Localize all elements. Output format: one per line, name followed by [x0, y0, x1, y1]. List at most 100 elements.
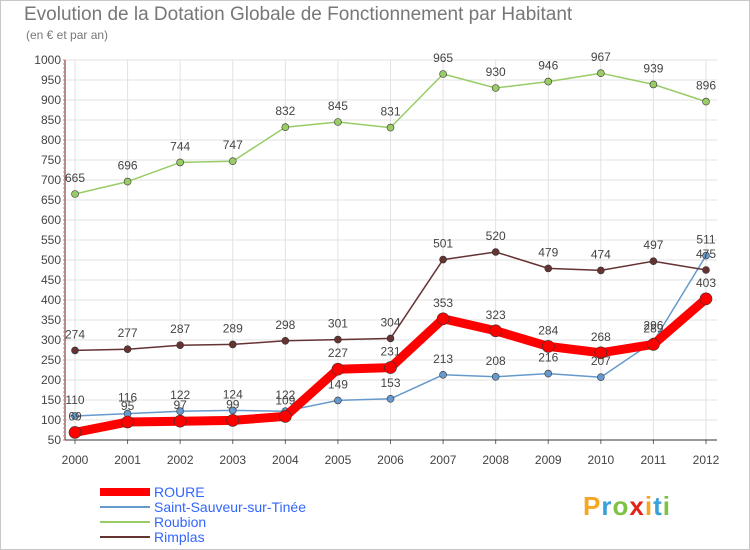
data-label-roure: 95 [121, 399, 135, 413]
legend-item-roure: ROURE [100, 484, 306, 500]
y-tick-label: 750 [41, 153, 61, 167]
x-tick-label: 2002 [167, 453, 194, 467]
data-point-roure [226, 414, 240, 427]
x-tick-label: 2010 [587, 453, 614, 467]
data-label-saint-sauveur-sur-tinee: 511 [696, 233, 715, 247]
legend: ROURE Saint-Sauveur-sur-Tinée Roubion Rimpl… [100, 484, 306, 545]
data-point-saint-sauveur-sur-tinee [544, 369, 553, 378]
data-label-roure: 403 [696, 276, 716, 290]
legend-item-roubion: Roubion [100, 513, 306, 530]
data-label-roubion: 744 [170, 139, 190, 153]
data-point-saint-sauveur-sur-tinee [176, 407, 184, 416]
data-label-saint-sauveur-sur-tinee: 153 [380, 376, 400, 390]
data-point-rimplas [386, 334, 395, 343]
data-label-saint-sauveur-sur-tinee: 208 [486, 354, 506, 368]
data-label-rimplas: 301 [328, 317, 348, 331]
data-point-rimplas [649, 257, 658, 266]
y-tick-label: 350 [41, 313, 61, 327]
data-point-roure [68, 426, 82, 439]
data-point-roure [121, 415, 134, 429]
legend-swatch [100, 535, 150, 538]
y-axis-ticks: 50 100 150 200 250 300 350 400 450 500 550 600 650 70… [34, 53, 61, 447]
data-point-saint-sauveur-sur-tinee [334, 396, 342, 405]
data-point-rimplas [334, 335, 342, 344]
data-label-rimplas: 277 [118, 326, 138, 340]
x-tick-label: 2006 [377, 453, 404, 467]
data-label-saint-sauveur-sur-tinee: 207 [591, 354, 611, 368]
data-label-rimplas: 274 [65, 327, 85, 341]
data-point-roure [699, 292, 713, 306]
y-tick-label: 600 [41, 213, 61, 227]
series-group [68, 69, 713, 439]
x-tick-label: 2000 [62, 453, 89, 467]
data-label-saint-sauveur-sur-tinee: 213 [433, 352, 453, 366]
data-point-roure [436, 312, 450, 326]
data-point-rimplas [71, 346, 79, 355]
data-label-roubion: 845 [328, 99, 348, 113]
x-axis-ticks: 2000 2001 2002 2003 2004 2005 2006 2007 2008 2009… [62, 453, 720, 467]
data-label-saint-sauveur-sur-tinee: 124 [223, 387, 243, 401]
data-point-roubion [386, 123, 395, 132]
x-tick-label: 2004 [272, 453, 299, 467]
legend-label: Roubion [154, 513, 207, 530]
y-tick-label: 1000 [34, 53, 61, 67]
data-label-saint-sauveur-sur-tinee: 110 [65, 393, 84, 407]
proxiti-logo: Proxiti [583, 491, 671, 522]
data-label-roubion: 831 [380, 105, 400, 119]
y-tick-label: 100 [41, 413, 61, 427]
data-label-rimplas: 304 [380, 315, 400, 329]
data-point-saint-sauveur-sur-tinee [439, 370, 447, 379]
y-tick-label: 950 [41, 73, 61, 87]
legend-swatch [100, 520, 150, 523]
data-labels-group: 69 95 97 99 109 227 231 353 323 284 268 289 403 110 11… [65, 50, 716, 423]
data-point-roubion [281, 123, 290, 131]
data-point-roubion [597, 69, 605, 77]
logo-letter: i [644, 491, 654, 521]
data-label-roubion: 946 [538, 59, 558, 73]
y-tick-label: 300 [41, 333, 61, 347]
data-label-roubion: 665 [65, 171, 85, 185]
data-point-saint-sauveur-sur-tinee [491, 372, 500, 381]
data-label-roure: 231 [380, 345, 400, 359]
data-point-roubion [71, 190, 79, 198]
x-tick-label: 2007 [430, 453, 457, 467]
legend-label: Rimplas [154, 528, 205, 545]
data-label-roure: 69 [68, 409, 82, 423]
data-label-roubion: 747 [223, 138, 243, 152]
data-label-roure: 289 [643, 321, 663, 335]
data-label-roure: 227 [328, 346, 348, 360]
y-tick-label: 800 [41, 133, 61, 147]
data-label-saint-sauveur-sur-tinee: 296 [643, 319, 663, 333]
data-label-saint-sauveur-sur-tinee: 122 [170, 388, 190, 402]
data-label-rimplas: 497 [643, 238, 663, 252]
data-point-roure [594, 346, 608, 360]
data-label-rimplas: 475 [696, 247, 716, 261]
x-tick-label: 2008 [482, 453, 509, 467]
logo-letter: x [629, 491, 645, 521]
data-label-roubion: 965 [433, 51, 453, 65]
logo-letter: P [583, 491, 602, 521]
data-point-roubion [176, 158, 184, 167]
data-label-roubion: 696 [118, 159, 138, 173]
chart-title: Evolution de la Dotation Globale de Fonc… [24, 4, 573, 25]
data-label-rimplas: 501 [433, 237, 453, 251]
x-tick-label: 2009 [535, 453, 562, 467]
legend-swatch [100, 505, 150, 508]
data-point-roubion [702, 97, 710, 106]
legend-item-rimplas: Rimplas [100, 528, 306, 545]
data-label-saint-sauveur-sur-tinee: 122 [275, 388, 295, 402]
data-point-roubion [649, 80, 658, 89]
data-point-rimplas [281, 336, 290, 345]
data-point-roure [331, 362, 345, 376]
axes [63, 59, 717, 444]
data-point-saint-sauveur-sur-tinee [597, 373, 605, 382]
logo-letter: r [601, 491, 613, 521]
x-tick-label: 2003 [219, 453, 246, 467]
data-point-roure [541, 340, 555, 353]
data-label-saint-sauveur-sur-tinee: 116 [118, 391, 137, 405]
logo-letter: i [662, 491, 671, 521]
data-label-roubion: 896 [696, 79, 716, 93]
x-tick-label: 2011 [641, 453, 667, 467]
data-point-roure [647, 338, 660, 351]
data-label-rimplas: 287 [170, 322, 190, 336]
